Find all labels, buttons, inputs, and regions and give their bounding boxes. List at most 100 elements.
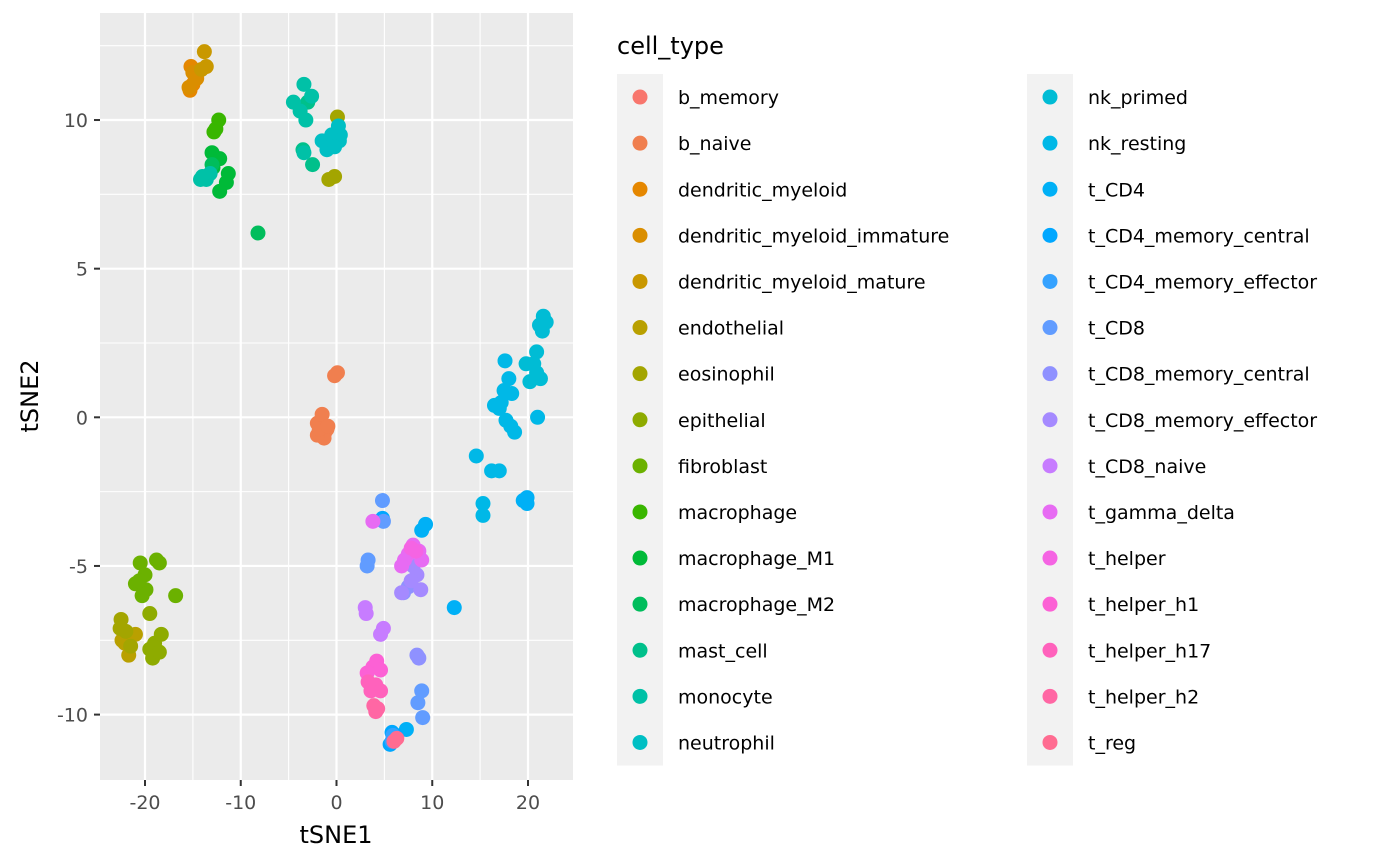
point-nk_primed [518,356,534,372]
legend-label-t_reg: t_reg [1088,732,1136,754]
point-nk_resting [501,371,517,387]
legend-key-t_CD8_memory_central [1042,366,1058,382]
point-fibroblast [148,552,164,568]
point-dendritic_myeloid_mature [193,61,209,77]
point-epithelial [142,606,158,622]
point-t_CD4 [446,600,462,616]
point-neutrophil [327,139,343,155]
point-monocyte [304,88,320,104]
legend-key-t_helper_h1 [1042,596,1058,612]
x-tick-label: 0 [330,792,342,814]
y-tick-label: -10 [57,705,88,727]
x-axis-title: tSNE1 [299,821,372,849]
legend-key-fibroblast [632,458,648,474]
point-nk_primed [529,365,545,381]
point-t_CD8 [374,493,390,509]
point-t_gamma_delta [365,513,381,529]
legend-key-t_reg [1042,734,1058,750]
point-fibroblast [131,573,147,589]
y-tick-label: 5 [76,259,88,281]
legend-label-t_helper_h1: t_helper_h1 [1088,594,1199,616]
legend-key-t_CD4_memory_central [1042,227,1058,243]
legend-label-epithelial: epithelial [678,410,766,432]
legend-key-t_CD8 [1042,320,1058,336]
legend-label-t_gamma_delta: t_gamma_delta [1088,502,1235,524]
point-t_gamma_delta [394,558,410,574]
point-t_CD8 [375,513,391,529]
point-fibroblast [132,555,148,571]
legend-label-t_CD4: t_CD4 [1088,179,1145,201]
legend-key-t_CD8_naive [1042,458,1058,474]
point-macrophage_M1 [212,183,228,199]
legend-key-macrophage [632,504,648,520]
x-tick-label: -10 [225,792,256,814]
point-nk_resting [504,386,520,402]
legend-label-t_helper_h17: t_helper_h17 [1088,640,1211,662]
legend-label-eosinophil: eosinophil [678,364,775,386]
point-t_CD8_memory_effector [403,573,419,589]
point-t_CD8 [414,683,430,699]
point-nk_resting [468,448,484,464]
point-b_naive [320,418,336,434]
legend-label-b_memory: b_memory [678,87,779,109]
legend-label-dendritic_myeloid: dendritic_myeloid [678,179,847,201]
point-t_CD8 [359,558,375,574]
point-epithelial [153,626,169,642]
legend-label-dendritic_myeloid_immature: dendritic_myeloid_immature [678,225,949,247]
legend-label-macrophage_M2: macrophage_M2 [678,594,835,616]
point-nk_resting [491,463,507,479]
legend-label-macrophage: macrophage [678,502,797,524]
point-t_CD8 [410,695,426,711]
legend-label-t_helper_h2: t_helper_h2 [1088,686,1199,708]
legend-key-nk_resting [1042,135,1058,151]
legend-label-mast_cell: mast_cell [678,640,768,662]
y-tick-label: 10 [64,110,88,132]
legend-key-nk_primed [1042,89,1058,105]
point-t_CD8_memory_effector [413,582,429,598]
point-nk_primed [531,317,547,333]
legend-label-nk_resting: nk_resting [1088,133,1186,155]
legend-key-neutrophil [632,734,648,750]
y-tick-label: 0 [76,407,88,429]
legend-key-t_CD4 [1042,181,1058,197]
legend-key-endothelial [632,320,648,336]
point-dendritic_myeloid_mature [196,44,212,60]
point-eosinophil [123,638,139,654]
legend-label-neutrophil: neutrophil [678,732,775,754]
point-monocyte [193,171,209,187]
legend-label-t_CD8_memory_effector: t_CD8_memory_effector [1088,410,1317,432]
point-t_CD8_naive [358,606,374,622]
point-t_CD8_memory_central [411,650,427,666]
legend-key-eosinophil [632,366,648,382]
legend-label-t_CD8_naive: t_CD8_naive [1088,456,1206,478]
point-monocyte [298,112,314,128]
x-tick-label: -20 [129,792,160,814]
legend-label-fibroblast: fibroblast [678,456,767,478]
legend-key-mast_cell [632,642,648,658]
legend-key-t_helper [1042,550,1058,566]
point-t_helper_h2 [370,701,386,717]
legend-key-t_CD4_memory_effector [1042,273,1058,289]
data-points [112,44,554,752]
y-axis-title: tSNE2 [16,359,44,432]
point-t_CD4 [418,516,434,532]
legend-key-t_CD8_memory_effector [1042,412,1058,428]
point-t_CD8_naive [373,626,389,642]
legend-key-b_memory [632,89,648,105]
point-t_CD8 [415,710,431,726]
point-nk_primed [529,344,545,360]
y-tick-label: -5 [69,556,88,578]
point-eosinophil [112,620,128,636]
legend-label-t_helper: t_helper [1088,548,1166,570]
legend-label-endothelial: endothelial [678,318,784,340]
legend-key-dendritic_myeloid_immature [632,227,648,243]
legend: b_memory b_naive dendritic_myeloid dendriti… [617,74,1317,766]
legend-label-t_CD8: t_CD8 [1088,318,1145,340]
point-macrophage [206,124,222,140]
point-nk_resting [475,496,491,512]
legend-key-t_helper_h17 [1042,642,1058,658]
legend-key-macrophage_M1 [632,550,648,566]
point-nk_resting [497,353,513,369]
legend-key-dendritic_myeloid_mature [632,273,648,289]
